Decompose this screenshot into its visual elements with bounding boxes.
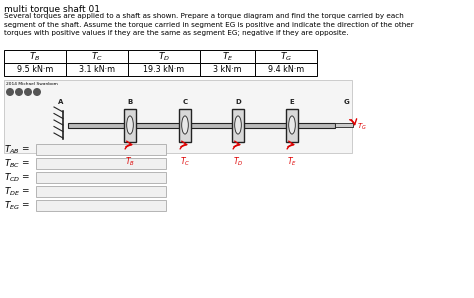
- Bar: [255, 50, 317, 63]
- Text: 2014 Michael Swanbom: 2014 Michael Swanbom: [6, 82, 58, 86]
- Bar: [335, 123, 353, 127]
- Circle shape: [24, 88, 32, 96]
- Bar: [36, 200, 166, 211]
- Bar: [36, 144, 166, 155]
- Bar: [128, 50, 200, 63]
- Bar: [124, 108, 136, 142]
- Text: 19.3 kN·m: 19.3 kN·m: [143, 65, 185, 74]
- Ellipse shape: [235, 116, 241, 134]
- Bar: [232, 108, 244, 142]
- Text: $T_{DE}$ =: $T_{DE}$ =: [4, 185, 30, 198]
- Bar: [128, 63, 200, 76]
- Text: $T_B$: $T_B$: [125, 156, 135, 168]
- Text: $T_B$: $T_B$: [29, 50, 41, 63]
- Text: $T_C$: $T_C$: [180, 156, 190, 168]
- Text: torques with positive values if they are the same as segment EG; negative if the: torques with positive values if they are…: [4, 30, 348, 36]
- Text: $T_G$: $T_G$: [357, 122, 367, 132]
- Text: Several torques are applied to a shaft as shown. Prepare a torque diagram and fi: Several torques are applied to a shaft a…: [4, 13, 404, 19]
- Text: multi torque shaft 01: multi torque shaft 01: [4, 5, 100, 14]
- Bar: [200, 63, 255, 76]
- Text: $T_{CD}$ =: $T_{CD}$ =: [4, 171, 30, 184]
- Circle shape: [33, 88, 41, 96]
- Text: A: A: [58, 99, 64, 105]
- Bar: [66, 63, 128, 76]
- Ellipse shape: [127, 116, 133, 134]
- Bar: [286, 108, 298, 142]
- Text: B: B: [128, 99, 133, 105]
- Bar: [66, 50, 128, 63]
- Text: $T_E$: $T_E$: [287, 156, 297, 168]
- Bar: [4, 80, 352, 153]
- Circle shape: [15, 88, 23, 96]
- Bar: [36, 172, 166, 183]
- Text: 3 kN·m: 3 kN·m: [213, 65, 242, 74]
- Text: C: C: [182, 99, 188, 105]
- Circle shape: [6, 88, 14, 96]
- Text: G: G: [344, 99, 350, 105]
- Text: $T_G$: $T_G$: [280, 50, 292, 63]
- Text: $T_{AB}$ =: $T_{AB}$ =: [4, 143, 30, 156]
- Bar: [255, 63, 317, 76]
- Ellipse shape: [289, 116, 295, 134]
- Bar: [200, 50, 255, 63]
- Bar: [179, 108, 191, 142]
- Text: $T_{EG}$ =: $T_{EG}$ =: [4, 199, 30, 212]
- Text: segment of the shaft. Assume the torque carried in segment EG is positive and in: segment of the shaft. Assume the torque …: [4, 21, 414, 27]
- Bar: [68, 122, 335, 128]
- Text: 9.5 kN·m: 9.5 kN·m: [17, 65, 53, 74]
- Text: $T_{BC}$ =: $T_{BC}$ =: [4, 157, 30, 170]
- Text: 3.1 kN·m: 3.1 kN·m: [79, 65, 115, 74]
- Bar: [36, 186, 166, 197]
- Text: 9.4 kN·m: 9.4 kN·m: [268, 65, 304, 74]
- Bar: [4, 63, 66, 76]
- Text: $T_E$: $T_E$: [222, 50, 233, 63]
- Text: D: D: [235, 99, 241, 105]
- Bar: [4, 50, 66, 63]
- Ellipse shape: [182, 116, 188, 134]
- Text: E: E: [290, 99, 294, 105]
- Text: $T_D$: $T_D$: [233, 156, 243, 168]
- Text: $T_C$: $T_C$: [91, 50, 103, 63]
- Text: $T_D$: $T_D$: [158, 50, 170, 63]
- Bar: [36, 158, 166, 169]
